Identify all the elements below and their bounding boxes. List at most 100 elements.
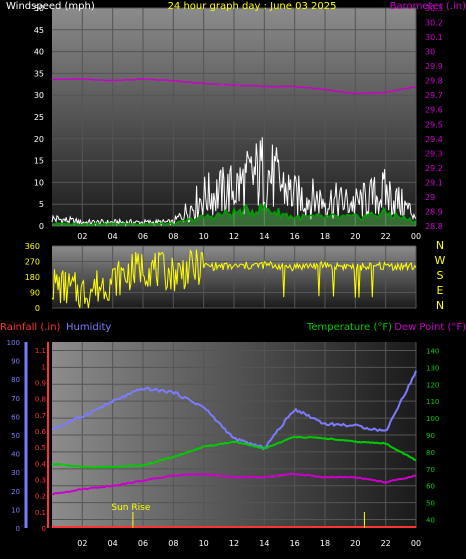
humidity-y-tick: 10: [11, 506, 20, 514]
temp-y-tick: 120: [426, 381, 439, 389]
rain-y-tick: 0.1: [35, 509, 46, 517]
wind-y-tick: 15: [34, 157, 44, 166]
x-tick: 16: [290, 539, 300, 548]
temp-y-tick: 40: [426, 517, 435, 525]
wind-avg-area: [52, 203, 416, 226]
wind-y-tick: 5: [39, 200, 44, 209]
x-tick: 08: [168, 232, 178, 241]
direction-y-tick: 360: [25, 242, 40, 251]
barometer-line: [51, 78, 417, 95]
x-tick: 10: [199, 539, 209, 548]
rain-y-tick: 0.6: [35, 428, 47, 436]
legend-dewpoint: Dew Point (°F): [394, 322, 466, 333]
wind-avg-line: [51, 202, 417, 226]
baro-y-tick: 29.8: [425, 77, 443, 86]
wind-y-tick: 40: [34, 48, 44, 57]
baro-y-tick: 29.6: [425, 106, 443, 115]
humidity-line: [51, 370, 417, 451]
baro-y-tick: 29.2: [425, 164, 443, 173]
humidity-y-tick: 0: [16, 525, 20, 533]
x-tick: 08: [168, 539, 178, 548]
x-tick: 20: [350, 232, 360, 241]
compass-label: E: [437, 284, 444, 297]
baro-y-tick: 29.1: [425, 178, 443, 187]
wind-y-tick: 20: [34, 135, 44, 144]
wind-y-tick: 0: [39, 222, 44, 231]
rain-y-tick: 0.9: [35, 379, 46, 387]
humidity-y-tick: 20: [11, 488, 20, 496]
humidity-y-tick: 60: [11, 413, 20, 421]
direction-y-tick: 90: [30, 289, 40, 298]
compass-label: S: [437, 269, 444, 282]
humidity-y-tick: 100: [7, 339, 20, 347]
wind-y-tick: 50: [34, 4, 44, 13]
compass-label: N: [436, 239, 444, 252]
baro-y-tick: 29.3: [425, 149, 443, 158]
temp-y-tick: 50: [426, 500, 435, 508]
temp-y-tick: 90: [426, 432, 435, 440]
wind-y-tick: 45: [34, 26, 44, 35]
barometer-axis-title: Barometer (.in): [390, 1, 466, 12]
baro-y-tick: 30: [425, 48, 435, 57]
legend-rainfall: Rainfall (.in): [0, 322, 61, 333]
x-tick: 18: [320, 232, 330, 241]
direction-y-tick: 0: [35, 304, 40, 313]
temp-y-tick: 70: [426, 466, 435, 474]
rain-y-tick: 0.8: [35, 396, 46, 404]
temp-y-tick: 100: [426, 415, 439, 423]
x-tick: 14: [259, 232, 269, 241]
wind-y-tick: 30: [34, 91, 44, 100]
humidity-y-tick: 50: [11, 432, 20, 440]
humidity-y-tick: 80: [11, 376, 20, 384]
x-tick: 06: [138, 232, 148, 241]
x-tick: 22: [381, 539, 391, 548]
baro-y-tick: 28.9: [425, 207, 443, 216]
baro-y-tick: 30.2: [425, 19, 443, 28]
humidity-y-tick: 40: [11, 451, 20, 459]
direction-y-tick: 270: [25, 258, 40, 267]
compass-label: W: [435, 254, 446, 267]
humidity-y-tick: 30: [11, 469, 20, 477]
x-tick: 14: [259, 539, 269, 548]
baro-y-tick: 29.9: [425, 62, 443, 71]
sunrise-label: Sun Rise: [111, 503, 150, 513]
rain-y-tick: 0.7: [35, 412, 46, 420]
direction-y-tick: 180: [25, 273, 40, 282]
baro-y-tick: 29.7: [425, 91, 443, 100]
dewpoint-line: [51, 472, 417, 496]
rain-y-tick: 0.4: [35, 460, 47, 468]
rain-y-tick: 0.5: [35, 444, 46, 452]
windspeed-axis-title: Windspeed (mph): [6, 1, 95, 12]
x-tick: 00: [411, 539, 421, 548]
temp-y-tick: 140: [426, 347, 439, 355]
temp-y-tick: 80: [426, 449, 435, 457]
wind-y-tick: 35: [34, 69, 44, 78]
humidity-y-tick: 70: [11, 395, 20, 403]
baro-y-tick: 30.1: [425, 33, 443, 42]
legend-humidity: Humidity: [66, 322, 111, 333]
chart-title: 24 hour graph day : June 03 2025: [168, 1, 337, 12]
x-tick: 02: [77, 232, 87, 241]
windspeed-line: [51, 137, 417, 227]
humidity-y-tick: 90: [11, 358, 20, 366]
x-tick: 22: [381, 232, 391, 241]
x-tick: 00: [411, 232, 421, 241]
x-tick: 20: [350, 539, 360, 548]
wind-y-tick: 10: [34, 178, 44, 187]
x-tick: 12: [229, 539, 239, 548]
temperature-line: [51, 435, 417, 469]
wind-direction-line: [51, 249, 417, 309]
wind-y-tick: 25: [34, 113, 44, 122]
baro-y-tick: 28.8: [425, 222, 443, 231]
baro-y-tick: 29.5: [425, 120, 443, 129]
x-tick: 12: [229, 232, 239, 241]
x-tick: 04: [108, 232, 118, 241]
rain-y-tick: 0.2: [35, 493, 46, 501]
x-tick: 18: [320, 539, 330, 548]
baro-y-tick: 29.4: [425, 135, 443, 144]
baro-y-tick: 30.3: [425, 4, 443, 13]
x-tick: 06: [138, 539, 148, 548]
compass-label: N: [436, 299, 444, 312]
